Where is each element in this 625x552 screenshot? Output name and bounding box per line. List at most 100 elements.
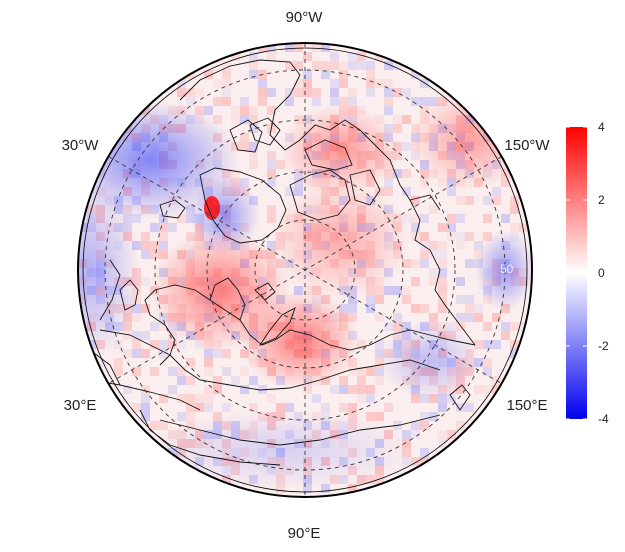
field-cell — [222, 88, 231, 97]
field-cell — [321, 484, 330, 493]
field-cell — [456, 421, 465, 430]
field-cell — [231, 106, 240, 115]
field-cell — [267, 169, 276, 178]
field-cell — [150, 250, 159, 259]
graticule — [104, 43, 506, 497]
field-cell — [267, 43, 276, 52]
colorbar-labels: 4 2 0 -2 -4 — [598, 120, 609, 426]
field-cell — [231, 115, 240, 124]
lon-label-top: 90°W — [286, 9, 324, 26]
field-cell — [420, 304, 429, 313]
field-cell — [240, 142, 249, 151]
field-cell — [123, 331, 132, 340]
field-cell — [267, 106, 276, 115]
field-cell — [312, 97, 321, 106]
field-cell — [141, 232, 150, 241]
field-cell — [492, 196, 501, 205]
field-cell — [141, 385, 150, 394]
field-cell — [429, 205, 438, 214]
field-cell — [510, 205, 519, 214]
field-cell — [249, 403, 258, 412]
colorbar-gradient — [566, 127, 587, 419]
field-cell — [375, 295, 384, 304]
field-cell — [411, 457, 420, 466]
field-cell — [330, 97, 339, 106]
field-cell — [483, 340, 492, 349]
field-cell — [357, 376, 366, 385]
field-cell — [96, 358, 105, 367]
field-cell — [402, 214, 411, 223]
field-cell — [186, 88, 195, 97]
field-cell — [420, 412, 429, 421]
field-cell — [150, 322, 159, 331]
field-cell — [249, 160, 258, 169]
field-cell — [429, 250, 438, 259]
field-cell — [258, 97, 267, 106]
field-cell — [222, 70, 231, 79]
field-cell — [132, 340, 141, 349]
field-cell — [267, 151, 276, 160]
field-cell — [402, 295, 411, 304]
field-cell — [375, 340, 384, 349]
field-cell — [249, 376, 258, 385]
field-cell — [204, 349, 213, 358]
field-cell — [456, 277, 465, 286]
field-cell — [177, 376, 186, 385]
field-cell — [483, 322, 492, 331]
field-cell — [510, 349, 519, 358]
field-cell — [249, 115, 258, 124]
colorbar-tick-label: 2 — [598, 193, 605, 207]
field-cell — [204, 394, 213, 403]
field-cell — [312, 88, 321, 97]
field-cell — [339, 79, 348, 88]
field-cell — [348, 52, 357, 61]
field-cell — [141, 412, 150, 421]
field-cell — [240, 115, 249, 124]
field-cell — [402, 286, 411, 295]
field-cell — [429, 268, 438, 277]
field-cell — [510, 223, 519, 232]
field-cell — [411, 196, 420, 205]
field-cell — [312, 43, 321, 52]
field-cell — [213, 376, 222, 385]
field-cell — [240, 106, 249, 115]
field-cell — [177, 88, 186, 97]
latitude-label: 50 — [500, 262, 514, 276]
field-cell — [267, 160, 276, 169]
lon-label-upper-right: 150°W — [504, 137, 550, 154]
field-cell — [492, 187, 501, 196]
field-cell — [492, 340, 501, 349]
field-cell — [177, 79, 186, 88]
field-cell — [177, 214, 186, 223]
field-cell — [249, 52, 258, 61]
field-cell — [132, 349, 141, 358]
field-cell — [456, 295, 465, 304]
field-cell — [375, 313, 384, 322]
field-cell — [150, 340, 159, 349]
field-cell — [420, 232, 429, 241]
field-cell — [312, 394, 321, 403]
field-cell — [222, 403, 231, 412]
field-cell — [132, 313, 141, 322]
field-cell — [348, 484, 357, 493]
field-cell — [267, 88, 276, 97]
field-cell — [159, 223, 168, 232]
field-cell — [339, 97, 348, 106]
field-cell — [402, 115, 411, 124]
field-cell — [150, 367, 159, 376]
field-cell — [438, 223, 447, 232]
field-cell — [240, 97, 249, 106]
field-cell — [321, 43, 330, 52]
field-cell — [258, 79, 267, 88]
field-cell — [159, 322, 168, 331]
field-cell — [438, 295, 447, 304]
field-cell — [375, 286, 384, 295]
field-cell — [366, 88, 375, 97]
field-cell — [465, 232, 474, 241]
field-cell — [303, 88, 312, 97]
field-cell — [465, 403, 474, 412]
field-cell — [285, 61, 294, 70]
field-cell — [420, 448, 429, 457]
field-cell — [186, 358, 195, 367]
field-cell — [384, 88, 393, 97]
